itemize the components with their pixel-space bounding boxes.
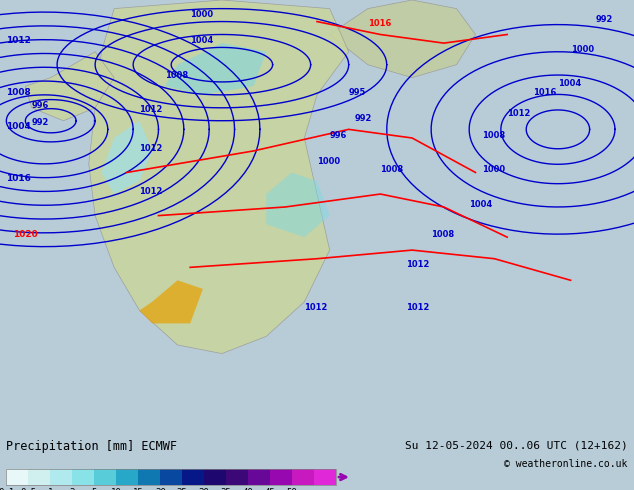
Text: 1008: 1008 (6, 88, 31, 97)
Text: 1012: 1012 (406, 303, 429, 313)
Bar (292, 469, 314, 485)
Bar (204, 469, 226, 485)
Text: 1008: 1008 (431, 230, 454, 239)
Text: 1000: 1000 (571, 45, 593, 54)
Text: 1008: 1008 (380, 166, 403, 174)
Text: 1020: 1020 (13, 230, 37, 239)
Polygon shape (266, 172, 330, 237)
Bar (248, 469, 270, 485)
Polygon shape (25, 52, 114, 121)
Bar (182, 469, 204, 485)
Polygon shape (101, 121, 152, 194)
Text: 1008: 1008 (165, 71, 188, 79)
Text: 0.1: 0.1 (0, 488, 15, 490)
Bar (314, 469, 336, 485)
Text: 20: 20 (155, 488, 165, 490)
Text: 1: 1 (48, 488, 53, 490)
Text: 5: 5 (91, 488, 97, 490)
Text: 50: 50 (287, 488, 297, 490)
Text: 1004: 1004 (6, 122, 31, 131)
Bar (72, 469, 94, 485)
Text: 995: 995 (349, 88, 366, 97)
Text: 15: 15 (133, 488, 143, 490)
Text: 1004: 1004 (469, 200, 493, 209)
Text: 1012: 1012 (406, 260, 429, 270)
Text: 1000: 1000 (190, 10, 213, 19)
Text: © weatheronline.co.uk: © weatheronline.co.uk (504, 459, 628, 468)
Bar (6, 469, 336, 485)
Text: 35: 35 (221, 488, 231, 490)
Text: 1016: 1016 (533, 88, 556, 97)
Text: 1012: 1012 (304, 303, 328, 313)
Text: 1008: 1008 (482, 131, 505, 140)
Text: 10: 10 (111, 488, 122, 490)
Text: 1004: 1004 (558, 79, 581, 88)
Polygon shape (165, 43, 266, 95)
Text: 1016: 1016 (6, 174, 31, 183)
Bar (160, 469, 182, 485)
Text: 992: 992 (32, 118, 49, 127)
Bar (50, 469, 72, 485)
Text: 2: 2 (70, 488, 75, 490)
Text: 1004: 1004 (190, 36, 214, 45)
Bar (226, 469, 248, 485)
Text: 1012: 1012 (139, 105, 163, 114)
Text: 45: 45 (265, 488, 275, 490)
Text: 1000: 1000 (317, 157, 340, 166)
Bar (270, 469, 292, 485)
Bar (138, 469, 160, 485)
Bar (116, 469, 138, 485)
Text: 992: 992 (355, 114, 372, 122)
Polygon shape (330, 0, 476, 77)
Text: 25: 25 (177, 488, 188, 490)
Text: 40: 40 (243, 488, 254, 490)
Bar (6, 469, 29, 485)
Text: 996: 996 (32, 101, 49, 110)
Text: 0.5: 0.5 (20, 488, 36, 490)
Polygon shape (139, 280, 203, 323)
Text: 1012: 1012 (507, 109, 531, 119)
Bar (94, 469, 116, 485)
Text: Su 12-05-2024 00..06 UTC (12+162): Su 12-05-2024 00..06 UTC (12+162) (405, 440, 628, 450)
Text: Precipitation [mm] ECMWF: Precipitation [mm] ECMWF (6, 440, 178, 453)
Text: 1012: 1012 (139, 144, 163, 153)
Text: 1012: 1012 (139, 187, 163, 196)
Text: 992: 992 (596, 15, 613, 24)
Text: 1012: 1012 (6, 36, 31, 45)
Text: 1016: 1016 (368, 19, 391, 28)
Text: 30: 30 (199, 488, 209, 490)
Bar (29, 469, 50, 485)
Polygon shape (89, 0, 349, 354)
Text: 1000: 1000 (482, 166, 505, 174)
Text: 996: 996 (330, 131, 347, 140)
